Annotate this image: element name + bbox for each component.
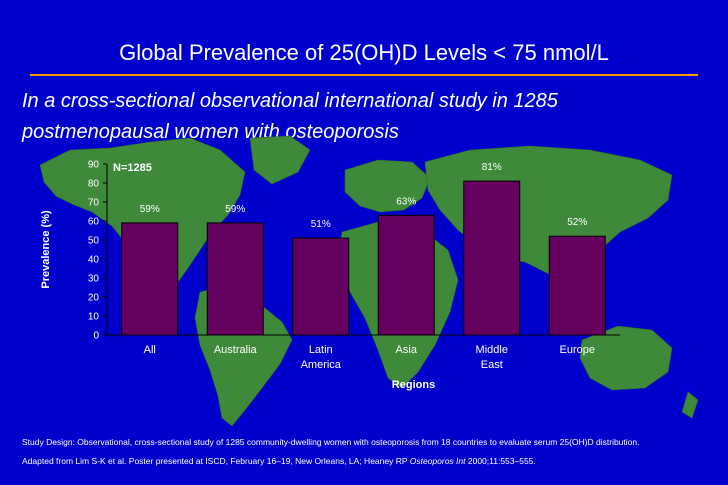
y-tick-label: 80 <box>88 179 100 190</box>
sample-size-annotation: N=1285 <box>113 162 152 174</box>
bar-data-label: 59% <box>140 204 160 215</box>
footer-journal: Osteoporos Int <box>409 456 466 466</box>
y-tick-label: 60 <box>88 217 100 228</box>
y-tick-label: 70 <box>88 198 100 209</box>
slide-subtitle: In a cross-sectional observational inter… <box>22 86 712 148</box>
footer-citation: Adapted from Lim S-K et al. Poster prese… <box>22 456 722 466</box>
bar <box>377 214 435 336</box>
bar-data-label: 63% <box>396 196 416 207</box>
map-asia <box>424 145 673 283</box>
bar-data-label: 51% <box>311 219 331 230</box>
x-tick-label: Europe <box>560 344 595 356</box>
slide-title: Global Prevalence of 25(OH)D Levels < 75… <box>119 40 609 65</box>
x-tick-label: East <box>481 359 503 371</box>
bar <box>206 222 264 336</box>
y-tick-label: 50 <box>88 236 100 247</box>
bar-data-label: 81% <box>482 162 502 173</box>
x-tick-label: Latin <box>309 344 333 356</box>
footer-citation-ref: 2000;11:553–555. <box>465 456 536 466</box>
x-tick-label: America <box>301 359 342 371</box>
y-axis-title: Prevalence (%) <box>40 210 52 289</box>
map-greenland <box>249 135 311 185</box>
y-tick-label: 20 <box>88 293 100 304</box>
bar <box>121 222 179 336</box>
x-tick-label: Asia <box>396 344 418 356</box>
y-tick-label: 30 <box>88 274 100 285</box>
bar <box>463 180 521 336</box>
map-europe <box>344 159 431 213</box>
footer-citation-text: Adapted from Lim S-K et al. Poster prese… <box>22 456 410 466</box>
bar <box>292 237 350 336</box>
bar <box>548 235 606 336</box>
title-divider <box>30 74 698 76</box>
y-tick-label: 0 <box>93 331 99 342</box>
x-axis-title: Regions <box>392 379 435 391</box>
footer-study-design: Study Design: Observational, cross-secti… <box>22 437 640 447</box>
map-new-zealand <box>681 391 699 419</box>
x-tick-label: Australia <box>214 344 258 356</box>
y-tick-label: 10 <box>88 312 100 323</box>
bar-data-label: 59% <box>225 204 245 215</box>
subtitle-line-1: In a cross-sectional observational inter… <box>22 90 558 112</box>
bar-data-label: 52% <box>567 217 587 228</box>
y-tick-label: 40 <box>88 255 100 266</box>
chart-layer: 0 10 20 30 40 50 60 70 80 90 Prevalence (%) N=1285 5… <box>40 160 620 391</box>
map-australia <box>579 325 673 391</box>
x-tick-label: All <box>144 344 156 356</box>
map-north-america <box>39 137 246 291</box>
x-tick-label: Middle <box>476 344 508 356</box>
subtitle-line-2: postmenopausal women with osteoporosis <box>22 121 399 143</box>
y-tick-label: 90 <box>88 160 100 171</box>
